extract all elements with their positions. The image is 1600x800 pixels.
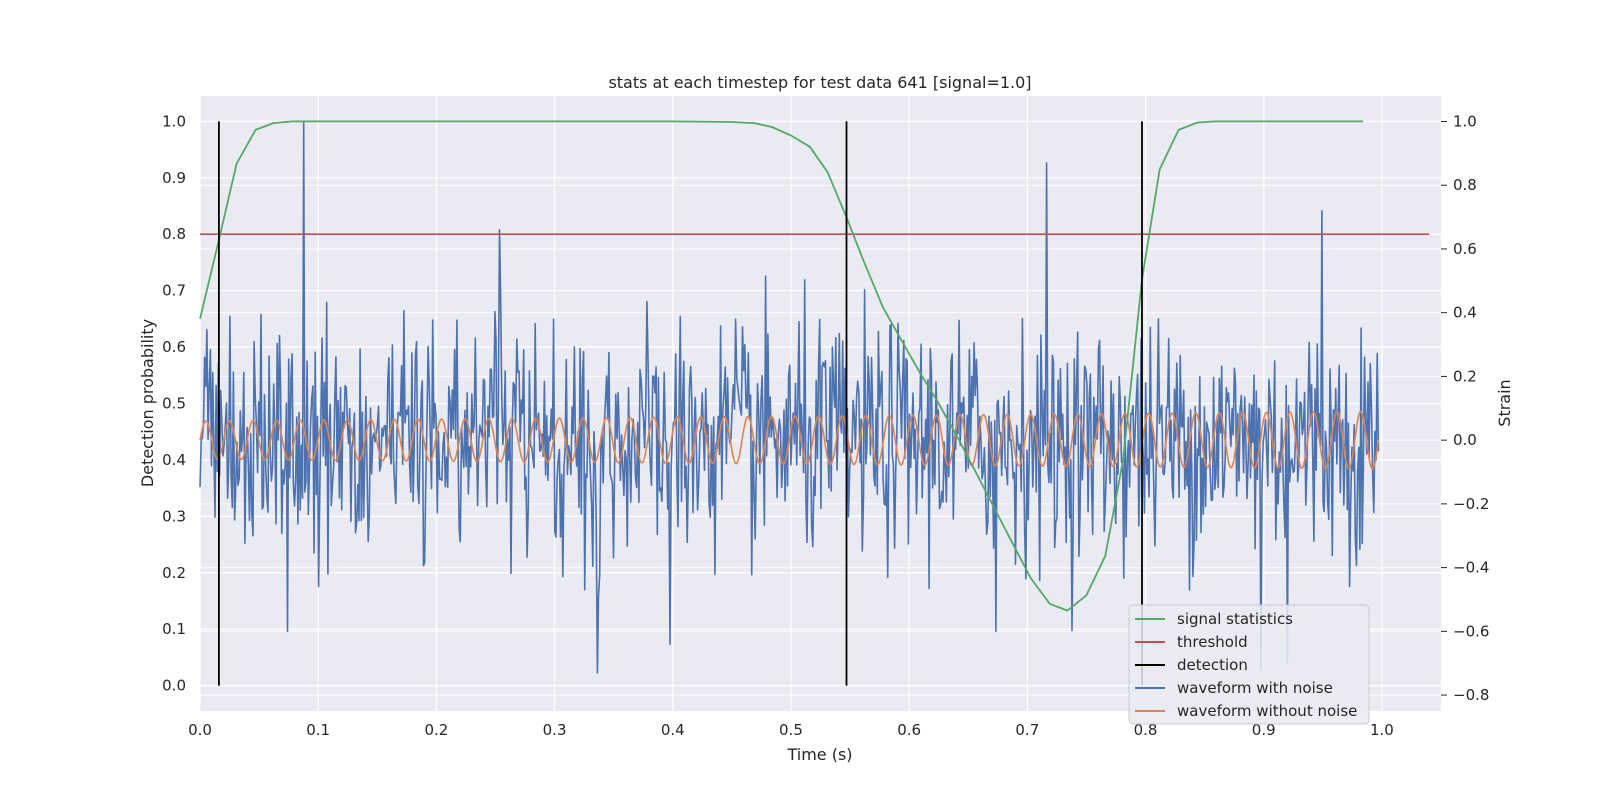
y-right-tick-label: −0.6 (1453, 622, 1489, 640)
y-right-tick-label: 0.8 (1453, 176, 1477, 194)
x-tick-label: 0.2 (424, 721, 448, 739)
y-left-tick-label: 1.0 (162, 112, 186, 130)
y-axis-label-right: Strain (1495, 379, 1514, 426)
series-signal-statistics (199, 120, 1363, 612)
y-left-tick-label: 0.2 (162, 564, 186, 582)
legend-label: threshold (1177, 633, 1248, 651)
x-axis-label: Time (s) (786, 745, 852, 764)
x-tick-label: 0.3 (543, 721, 567, 739)
legend: signal statistics threshold detection wavef… (1128, 604, 1370, 725)
y-right-tick-label: 0.4 (1453, 304, 1477, 322)
y-right-tick-label: 0.6 (1453, 240, 1477, 258)
y-right-tick-label: 1.0 (1453, 112, 1477, 130)
x-tick-label: 0.8 (1134, 721, 1158, 739)
y-left-tick-label: 0.0 (162, 677, 186, 695)
y-left-tick-label: 0.9 (162, 169, 186, 187)
x-tick-label: 0.7 (1015, 721, 1039, 739)
y-right-tick-label: −0.4 (1453, 559, 1489, 577)
y-left-tick-label: 0.8 (162, 225, 186, 243)
y-right-tick-label: −0.2 (1453, 495, 1489, 513)
y-left-tick-label: 0.1 (162, 620, 186, 638)
x-tick-label: 0.9 (1252, 721, 1276, 739)
x-tick-label: 1.0 (1370, 721, 1394, 739)
y-left-tick-label: 0.7 (162, 282, 186, 300)
x-tick-label: 0.0 (188, 721, 212, 739)
chart-title: stats at each timestep for test data 641… (608, 73, 1031, 92)
y-right-tick-label: 0.2 (1453, 367, 1477, 385)
ticks-layer: 0.0 0.1 0.2 0.3 0.4 0.5 0.6 0.7 0.8 0.9 1.0 0.0 0.1 0… (162, 112, 1489, 739)
legend-label: signal statistics (1177, 610, 1293, 628)
x-tick-label: 0.5 (779, 721, 803, 739)
y-left-tick-label: 0.4 (162, 451, 186, 469)
legend-label: waveform with noise (1177, 679, 1333, 697)
y-right-tick-label: 0.0 (1453, 431, 1477, 449)
series-waveform-with-noise (199, 120, 1380, 674)
series-layer (199, 120, 1430, 686)
legend-label: waveform without noise (1177, 702, 1357, 720)
y-left-tick-label: 0.3 (162, 507, 186, 525)
y-right-tick-label: −0.8 (1453, 686, 1489, 704)
series-waveform-without-noise (199, 410, 1380, 470)
y-left-tick-label: 0.5 (162, 395, 186, 413)
x-tick-label: 0.6 (897, 721, 921, 739)
x-tick-label: 0.4 (661, 721, 685, 739)
legend-box (1128, 604, 1370, 725)
y-left-tick-label: 0.6 (162, 338, 186, 356)
y-axis-label-left: Detection probability (138, 319, 157, 487)
legend-label: detection (1177, 656, 1248, 674)
x-tick-label: 0.1 (306, 721, 330, 739)
